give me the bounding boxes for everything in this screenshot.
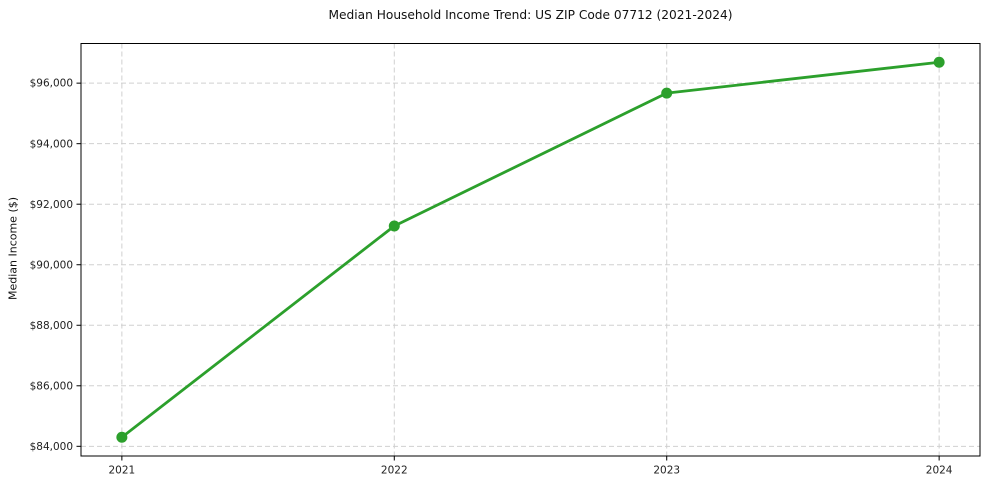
data-point <box>116 431 128 443</box>
chart-title: Median Household Income Trend: US ZIP Co… <box>328 8 733 22</box>
plot-border <box>80 43 981 457</box>
x-tick-label: 2024 <box>926 465 953 477</box>
y-tick-label: $90,000 <box>30 259 73 271</box>
y-tick-label: $88,000 <box>30 320 73 332</box>
trend-line <box>120 60 941 439</box>
y-tick-label: $94,000 <box>30 138 73 150</box>
y-tick-label: $96,000 <box>30 78 73 90</box>
x-tick-label: 2022 <box>381 465 408 477</box>
data-point <box>933 56 945 68</box>
y-tick-label: $86,000 <box>30 380 73 392</box>
x-tick-label: 2023 <box>653 465 680 477</box>
y-tick-label: $84,000 <box>30 441 73 453</box>
x-tick-label: 2021 <box>108 465 135 477</box>
data-point <box>388 220 400 232</box>
data-point <box>661 87 673 99</box>
y-tick-label: $92,000 <box>30 199 73 211</box>
